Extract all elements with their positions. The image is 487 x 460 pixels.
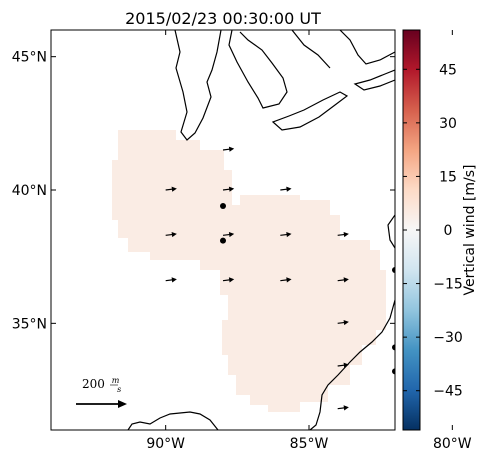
y-tick-label: 40°N [12, 183, 47, 199]
wind-vector [280, 231, 292, 238]
map-frame [50, 29, 396, 431]
wind-vector [165, 186, 177, 192]
scale-label-den: s [117, 385, 121, 394]
colorbar-tick-label: −45 [433, 384, 463, 400]
x-tick-label: 80°W [433, 436, 472, 452]
wind-vector [222, 186, 235, 192]
wind-vector [452, 363, 463, 368]
atlantic-coast [309, 214, 395, 430]
wind-vectors [165, 146, 463, 411]
x-tick-label: 85°W [290, 436, 329, 452]
colorbar-tick-label: −30 [433, 330, 463, 346]
colorbar-tick-label: 15 [439, 169, 457, 185]
wind-vector [337, 362, 349, 368]
wind-vector [337, 231, 349, 238]
y-tick-label: 45°N [12, 50, 47, 66]
colorbar-gradient [403, 30, 420, 430]
wind-vector [337, 405, 349, 411]
station-marker [220, 203, 226, 209]
colorbar-tick-label: 45 [439, 62, 457, 78]
lake-erie [271, 91, 349, 131]
x-tick-label: 90°W [146, 436, 185, 452]
wind-vector [280, 186, 292, 192]
wind-vector [222, 277, 235, 283]
scale-label-num: m [112, 376, 120, 385]
wind-vector [452, 405, 463, 410]
coverage-region [112, 130, 386, 412]
scale-arrow-head [118, 400, 127, 408]
map-panel: 200 m s 90°W 85°W 80°W 45°N 40°N 35°N [12, 29, 472, 452]
station-marker [464, 312, 470, 318]
y-axis-ticks: 45°N 40°N 35°N [12, 50, 395, 332]
wind-vector [452, 320, 463, 325]
y-tick-label: 35°N [12, 316, 47, 332]
station-marker [220, 237, 226, 244]
wind-vector [337, 319, 349, 326]
radar-stations [220, 203, 470, 375]
wind-vector [280, 277, 292, 283]
station-marker [392, 368, 395, 375]
lake-huron [228, 30, 288, 109]
figure-title: 2015/02/23 00:30:00 UT [125, 9, 321, 28]
colorbar-label: Vertical wind [m/s] [462, 165, 478, 296]
northeast-coast [339, 30, 395, 65]
wind-vector [165, 231, 177, 238]
gulf-coast [127, 411, 219, 430]
lake-ontario [353, 69, 395, 91]
colorbar-tick-label: 30 [439, 116, 457, 132]
wind-vector [165, 277, 177, 283]
coastlines [127, 30, 395, 430]
station-marker [392, 344, 395, 351]
x-axis-ticks: 90°W 85°W 80°W [146, 30, 472, 452]
colorbar: 45 30 15 0 −15 −30 −45 Vertical wind [m/s] [402, 29, 478, 431]
georgian-bay [291, 30, 331, 69]
scale-label: 200 m s [82, 372, 123, 394]
scale-label-value: 200 [82, 377, 105, 391]
colorbar-tick-label: 0 [444, 223, 453, 239]
colorbar-tick-label: −15 [433, 277, 463, 293]
colorbar-ticks: 45 30 15 0 −15 −30 −45 [403, 62, 463, 400]
lake-michigan [174, 30, 222, 141]
station-marker [392, 267, 395, 273]
wind-vector [222, 231, 235, 238]
wind-vector [337, 277, 349, 283]
wind-vector [222, 146, 235, 152]
scale-arrow-group: 200 m s [76, 372, 127, 408]
